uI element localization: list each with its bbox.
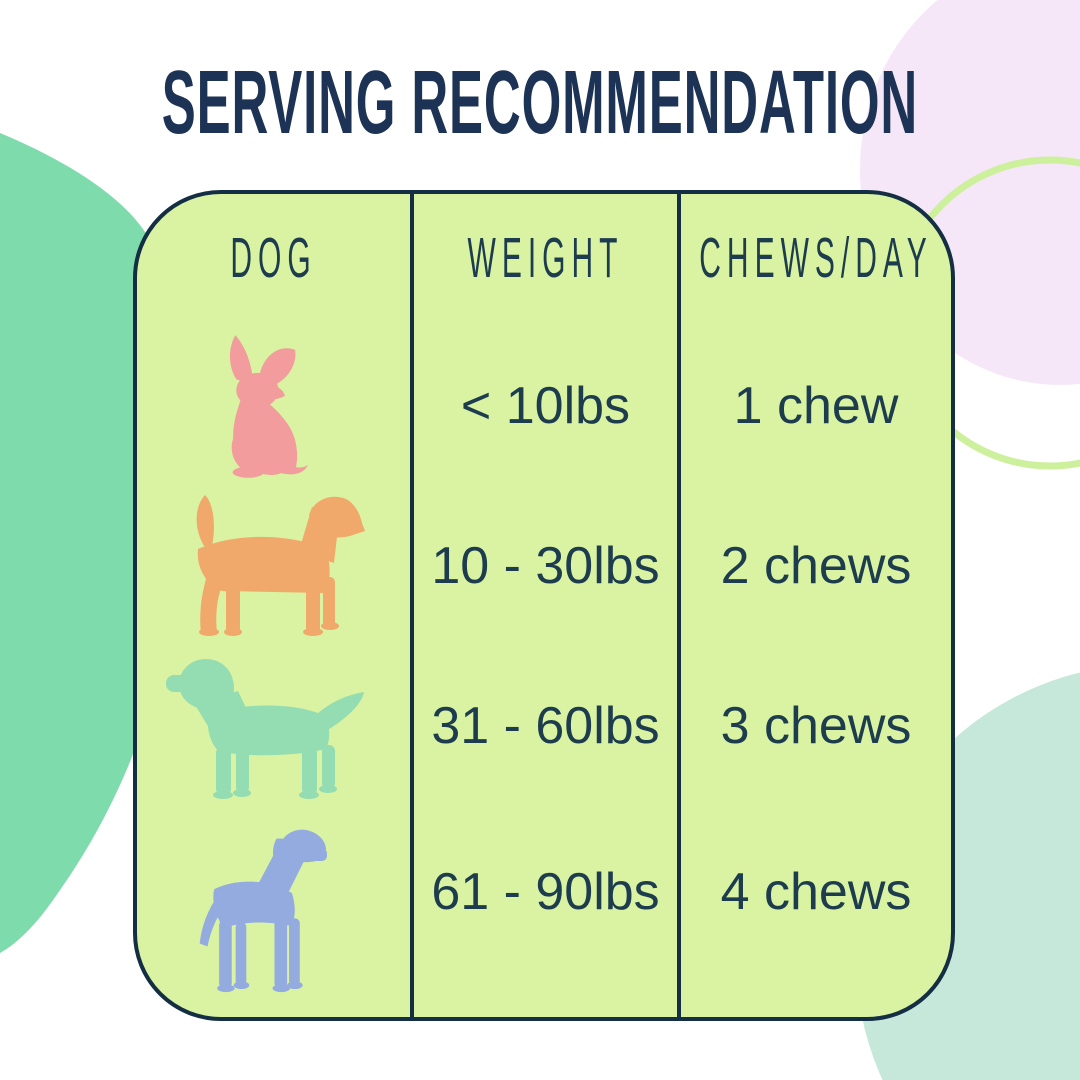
chews-value: 3 chews [720,697,912,755]
page-title-text: SERVING RECOMMENDATION [161,52,919,153]
table-row-1-chews: 1 chew [681,326,951,486]
header-dog: DOG [137,194,410,326]
table-row-1-dog [137,326,410,486]
header-dog-label: DOG [230,227,317,291]
table-row-3-chews: 3 chews [681,646,951,806]
table-row-3-dog [137,646,410,806]
header-chews-per-day: CHEWS/DAY [681,194,951,326]
weight-value: < 10lbs [460,377,631,435]
dog-icon-labrador [166,659,364,799]
chews-value: 1 chew [733,377,899,435]
table-row-4-chews: 4 chews [681,806,951,978]
table-row-4-weight: 61 - 90lbs [410,806,681,978]
weight-value: 61 - 90lbs [431,863,660,921]
table-row-4-dog [137,806,410,992]
column-divider-1 [410,194,414,1017]
serving-table: DOG WEIGHT CHEWS/DAY [133,190,955,1021]
table-row-3-weight: 31 - 60lbs [410,646,681,806]
dog-icon-beagle [196,495,365,636]
dog-icon-chihuahua [229,335,308,478]
header-chews-per-day-label: CHEWS/DAY [699,227,933,291]
table-row-2-chews: 2 chews [681,486,951,646]
chews-value: 4 chews [720,863,912,921]
dog-icon-great-dane [199,829,327,992]
serving-table-grid: DOG WEIGHT CHEWS/DAY [137,194,951,1017]
table-row-2-dog [137,486,410,646]
weight-value: 10 - 30lbs [431,537,660,595]
table-row-2-weight: 10 - 30lbs [410,486,681,646]
header-weight-label: WEIGHT [467,227,624,291]
page-title: SERVING RECOMMENDATION [0,52,1080,153]
header-weight: WEIGHT [410,194,681,326]
weight-value: 31 - 60lbs [431,697,660,755]
table-row-1-weight: < 10lbs [410,326,681,486]
column-divider-2 [677,194,681,1017]
chews-value: 2 chews [720,537,912,595]
